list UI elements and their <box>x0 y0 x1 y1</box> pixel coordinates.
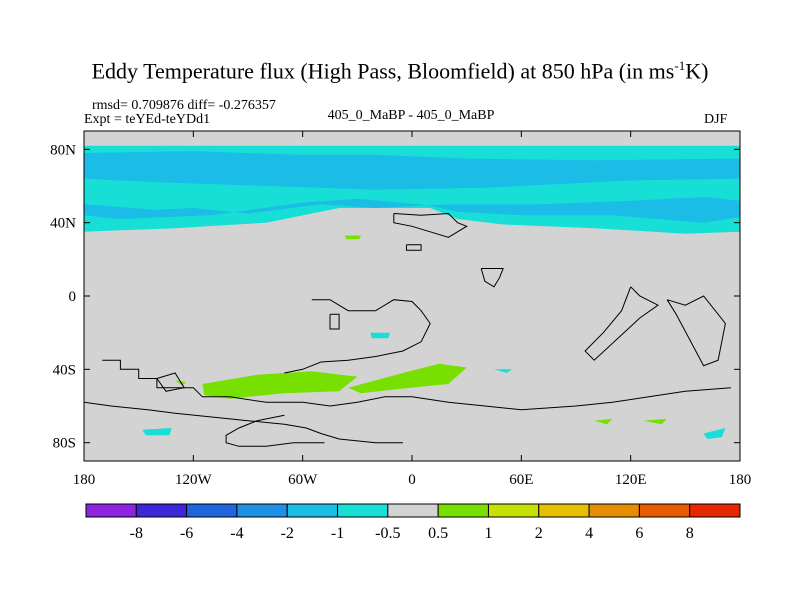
region-sh-green-small-a <box>175 380 186 386</box>
region-sh-cyan-blob-3 <box>703 428 726 439</box>
colorbar-label: 2 <box>535 525 543 542</box>
coastline-5 <box>393 212 468 238</box>
coastline-10 <box>156 372 186 392</box>
colorbar-box <box>588 503 640 518</box>
coastline-4 <box>329 313 340 330</box>
colorbar-box <box>85 503 137 518</box>
colorbar-label: 0.5 <box>428 525 448 542</box>
region-sh-green-1 <box>202 371 358 399</box>
x-tick-label: 60E <box>509 472 533 488</box>
coastline-9 <box>666 295 726 367</box>
region-sh-green-small-b <box>594 418 613 425</box>
comparison-label: 405_0_MaBP - 405_0_MaBP <box>327 108 495 123</box>
colorbar-box <box>135 503 188 518</box>
colorbar-label: -6 <box>180 525 193 542</box>
colorbar-box <box>337 503 389 518</box>
x-tick-label: 120W <box>175 472 213 488</box>
colorbar-box <box>437 503 489 518</box>
region-nh-green-blob <box>344 235 361 240</box>
y-tick-label: 40N <box>50 216 76 232</box>
colorbar-box <box>689 503 741 518</box>
region-nh-blue-strip-1 <box>84 151 740 190</box>
chart-title: Eddy Temperature flux (High Pass, Bloomf… <box>0 58 800 84</box>
region-sh-cyan-blob-4 <box>494 369 513 373</box>
coastline-3 <box>284 299 431 374</box>
colorbar-label: -0.5 <box>375 525 400 542</box>
axis-ticks: 180 120W 60W 0 60E 120E 180 80N 40N 0 40S 80S <box>50 131 751 488</box>
expt-label: Expt = teYEd-teYDd1 <box>84 112 211 127</box>
coastline-1 <box>84 401 403 444</box>
colorbar: -8 -6 -4 -2 -1 -0.5 0.5 1 2 4 6 8 <box>85 503 741 542</box>
x-tick-label: 0 <box>408 472 416 488</box>
region-nh-blue-strip-2 <box>84 197 740 223</box>
coastline-8 <box>584 286 659 361</box>
colorbar-label: 4 <box>585 525 593 542</box>
colorbar-box <box>487 503 540 518</box>
coastline-6 <box>406 244 422 251</box>
colorbar-label: 8 <box>686 525 694 542</box>
y-tick-label: 40S <box>53 362 76 378</box>
y-tick-label: 0 <box>69 289 77 305</box>
x-tick-label: 180 <box>73 472 96 488</box>
colorbar-label: -2 <box>281 525 294 542</box>
colorbar-label: -8 <box>130 525 143 542</box>
title-main: Eddy Temperature flux (High Pass, Bloomf… <box>91 58 675 84</box>
colorbar-box <box>387 503 439 518</box>
colorbar-label: 6 <box>635 525 643 542</box>
region-sh-green-small-c <box>643 418 668 425</box>
region-sh-cyan-blob-1 <box>142 428 172 436</box>
x-tick-label: 120E <box>615 472 647 488</box>
y-tick-label: 80S <box>53 436 76 452</box>
coastline-2 <box>225 414 325 447</box>
colorbar-box <box>286 503 339 518</box>
colorbar-box <box>638 503 691 518</box>
stats-label: rmsd= 0.709876 diff= -0.276357 <box>92 98 276 113</box>
y-tick-label: 80N <box>50 142 76 158</box>
colorbar-box <box>186 503 238 518</box>
region-sh-green-2 <box>348 363 467 394</box>
map-coastlines <box>84 212 731 447</box>
colorbar-box <box>538 503 590 518</box>
coastline-0 <box>102 359 731 411</box>
coastline-7 <box>480 268 504 288</box>
colorbar-box <box>236 503 288 518</box>
region-sh-cyan-blob-2 <box>370 332 391 339</box>
x-tick-label: 180 <box>729 472 752 488</box>
season-label: DJF <box>704 112 728 127</box>
x-tick-label: 60W <box>288 472 318 488</box>
title-superscript: -1 <box>674 58 686 73</box>
colorbar-label: -1 <box>331 525 344 542</box>
title-end: K) <box>685 58 709 84</box>
map-fills <box>84 145 740 439</box>
colorbar-label: 1 <box>484 525 492 542</box>
colorbar-label: -4 <box>230 525 243 542</box>
